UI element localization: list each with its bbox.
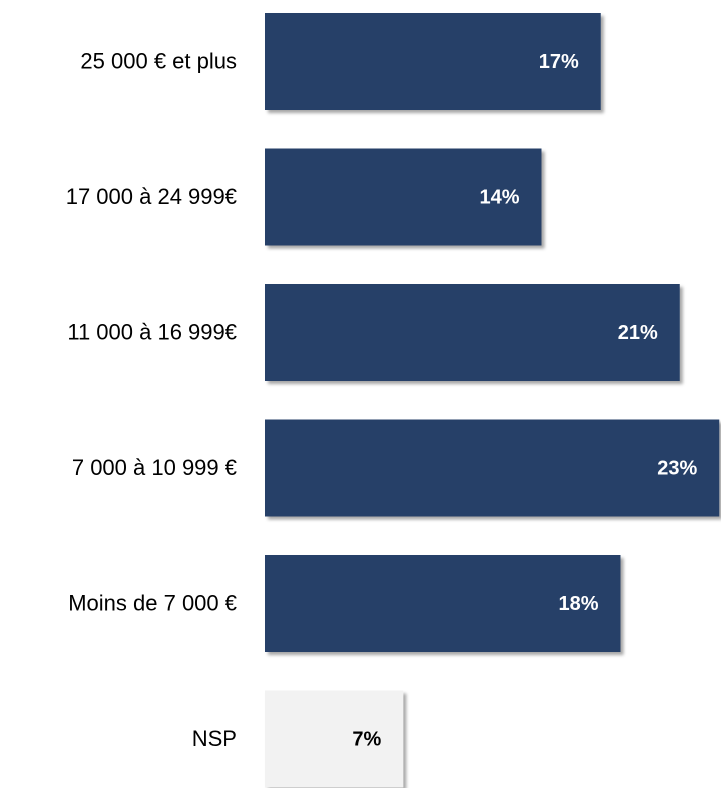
bar — [265, 148, 542, 246]
category-label: 25 000 € et plus — [80, 48, 237, 73]
value-label: 7% — [352, 728, 381, 750]
value-label: 18% — [558, 593, 598, 615]
category-label: 7 000 à 10 999 € — [72, 455, 237, 480]
bar — [265, 13, 601, 110]
bar — [265, 690, 404, 788]
category-label: Moins de 7 000 € — [68, 590, 237, 615]
bar — [265, 419, 720, 517]
category-label: 17 000 à 24 999€ — [66, 184, 237, 209]
value-label: 23% — [657, 457, 697, 479]
category-label: NSP — [192, 726, 237, 751]
category-label: 11 000 à 16 999€ — [67, 319, 237, 344]
value-label: 17% — [539, 51, 579, 73]
bar — [265, 555, 621, 652]
bar — [265, 284, 680, 381]
value-label: 21% — [618, 322, 658, 344]
value-label: 14% — [479, 186, 519, 208]
